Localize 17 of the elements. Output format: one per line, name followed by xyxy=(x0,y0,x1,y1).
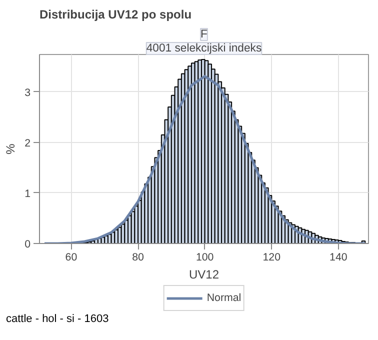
chart-subtitle: F xyxy=(200,28,208,40)
y-tick-label: 1 xyxy=(24,188,31,200)
x-tick-label: 60 xyxy=(65,252,78,264)
legend-label: Normal xyxy=(206,292,242,304)
annotation: 4001 selekcijski indeks xyxy=(146,42,262,54)
x-tick-label: 140 xyxy=(330,252,348,264)
y-axis-title: % xyxy=(4,143,18,154)
y-tick-label: 2 xyxy=(24,137,31,150)
line-series xyxy=(43,74,366,244)
x-axis-title: UV12 xyxy=(188,268,220,282)
y-tick-label: 3 xyxy=(24,86,31,99)
x-tick-label: 80 xyxy=(132,252,144,264)
x-tick-label: 100 xyxy=(196,252,214,264)
chart-title: Distribucija UV12 po spolu xyxy=(40,8,192,22)
x-tick-label: 120 xyxy=(262,252,281,264)
y-tick-label: 0 xyxy=(24,238,31,250)
text: cattle - hol - si - 1603 xyxy=(6,312,109,327)
